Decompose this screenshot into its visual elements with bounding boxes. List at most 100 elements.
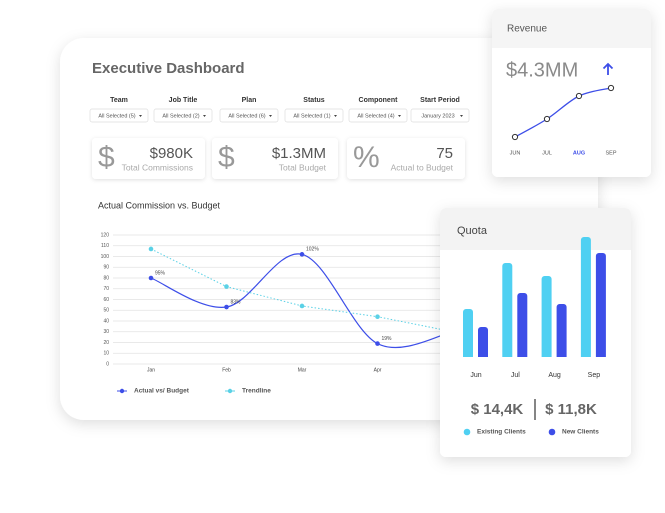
kpi-value: $980K (150, 145, 193, 162)
y-tick-label: 80 (103, 275, 109, 281)
filter-dropdown[interactable] (219, 108, 279, 123)
bar (463, 309, 473, 357)
up-arrow-icon (602, 62, 614, 75)
y-tick-label: 110 (101, 243, 109, 249)
data-point (299, 252, 305, 257)
data-point (148, 246, 154, 252)
filter-value[interactable]: All Selected (5) (98, 113, 135, 119)
kpi-card (92, 138, 205, 179)
x-tick-label: JUL (542, 150, 552, 156)
headline-value: $4.3MM (506, 59, 578, 81)
dropdown-caret (398, 115, 401, 117)
filter-label: Status (303, 97, 325, 104)
y-tick-label: 60 (103, 297, 109, 303)
y-tick-label: 90 (103, 265, 109, 271)
x-tick-label: Jul (511, 372, 520, 379)
filter-label: Job Title (169, 97, 198, 104)
point-annotation: 83% (231, 299, 242, 305)
kpi-icon: $ (98, 141, 115, 174)
data-point (148, 275, 154, 281)
data-point (575, 92, 583, 100)
series-total: $ 11,8K (545, 401, 597, 418)
filter-value[interactable]: All Selected (1) (293, 113, 330, 119)
y-tick-label: 20 (103, 340, 109, 346)
x-tick-label: AUG (573, 150, 585, 156)
legend-marker (463, 428, 471, 436)
legend-label: New Clients (562, 429, 599, 436)
kpi-icon: % (353, 141, 380, 174)
x-tick-label: Apr (374, 367, 382, 373)
legend-label: Trendline (242, 388, 271, 395)
kpi-label: Total Commissions (122, 162, 193, 172)
kpi-label: Actual to Budget (391, 162, 454, 172)
filter-dropdown[interactable] (89, 108, 149, 123)
filter-label: Start Period (420, 97, 460, 104)
filter-label: Team (110, 97, 128, 104)
dropdown-caret (460, 115, 463, 117)
dropdown-caret (139, 115, 142, 117)
dashboard-title: Executive Dashboard (92, 60, 245, 77)
dropdown-caret (269, 115, 272, 117)
kpi-label: Total Budget (279, 162, 327, 172)
bar (478, 327, 488, 357)
y-tick-label: 120 (101, 232, 110, 238)
data-point (375, 314, 380, 320)
y-tick-label: 10 (103, 351, 109, 357)
dropdown-caret (203, 115, 206, 117)
y-tick-label: 40 (103, 318, 109, 324)
revenue-card-group: Revenue $4.3MM JUN JUL AUG SEP (492, 9, 651, 177)
bar (595, 253, 606, 357)
card-title: Revenue (507, 24, 547, 35)
data-point (224, 304, 229, 310)
bar (502, 263, 513, 357)
y-tick-label: 30 (103, 329, 109, 335)
x-tick-label: Feb (222, 367, 231, 373)
filter-dropdown[interactable] (284, 108, 344, 123)
x-tick-label: SEP (605, 150, 616, 156)
series-total: $ 14,4K (471, 401, 524, 418)
legend-label: Existing Clients (477, 429, 526, 436)
kpi-card (347, 138, 465, 179)
filter-value[interactable]: January 2023 (421, 113, 454, 119)
x-tick-label: Aug (548, 372, 561, 379)
data-point (543, 115, 551, 123)
y-tick-label: 70 (103, 286, 109, 292)
card-title: Quota (457, 225, 488, 237)
legend-marker (119, 388, 125, 394)
revenue-line (514, 87, 612, 138)
x-tick-label: Jun (470, 372, 481, 379)
dropdown-caret (334, 115, 337, 117)
y-tick-label: 50 (103, 308, 109, 314)
x-tick-label: Sep (588, 372, 601, 379)
data-point (375, 341, 380, 346)
chart-title: Actual Commission vs. Budget (98, 200, 221, 210)
point-annotation: 95% (155, 270, 166, 276)
data-point (224, 284, 229, 289)
filter-dropdown[interactable] (410, 108, 470, 123)
y-tick-label: 100 (101, 254, 110, 260)
data-point (511, 133, 519, 141)
bar (517, 293, 528, 357)
bar (541, 276, 552, 357)
filter-dropdown[interactable] (348, 108, 408, 123)
filter-value[interactable]: All Selected (2) (162, 113, 199, 119)
filter-label: Component (359, 97, 399, 104)
point-annotation: 102% (306, 247, 319, 253)
kpi-card (212, 138, 338, 179)
bar (580, 237, 591, 357)
revenue-header (492, 9, 651, 48)
filter-value[interactable]: All Selected (6) (228, 113, 265, 119)
filter-value[interactable]: All Selected (4) (357, 113, 394, 119)
kpi-value: $1.3MM (272, 145, 326, 162)
filter-dropdown[interactable] (153, 108, 213, 123)
bar (556, 304, 567, 357)
x-tick-label: Jan (147, 367, 155, 373)
x-tick-label: Mar (298, 367, 307, 373)
filter-label: Plan (242, 97, 257, 104)
x-tick-label: JUN (510, 150, 521, 156)
point-annotation: 19% (382, 336, 393, 342)
kpi-value: 75 (436, 145, 453, 162)
legend-marker (548, 428, 556, 436)
legend-marker (227, 388, 233, 394)
